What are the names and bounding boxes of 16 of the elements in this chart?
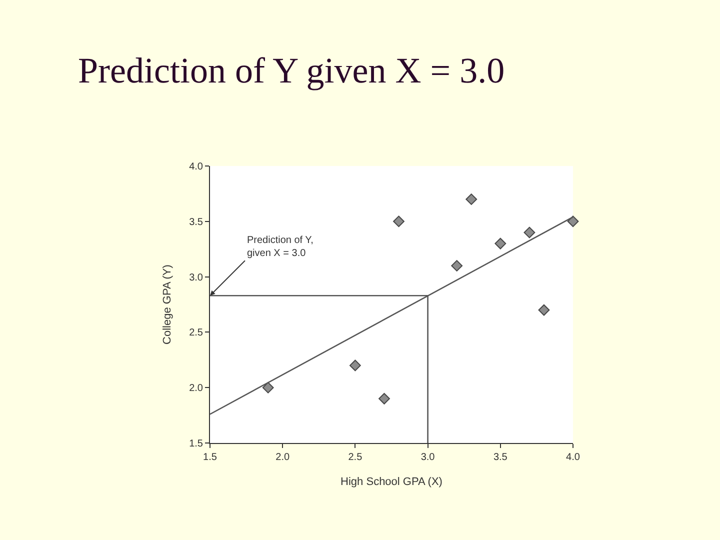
y-tick-label: 4.0	[189, 162, 204, 172]
y-tick-label: 1.5	[189, 438, 204, 450]
y-axis-title: College GPA (Y)	[162, 264, 174, 344]
x-tick-label: 2.5	[348, 452, 363, 463]
y-tick-label: 3.5	[189, 216, 204, 228]
x-tick-label: 3.0	[420, 452, 436, 463]
chart-title: Prediction of Y given X = 3.0	[78, 50, 505, 91]
x-tick-label: 3.5	[493, 452, 508, 463]
x-tick-label: 4.0	[566, 452, 580, 463]
x-tick-label: 1.5	[203, 452, 218, 463]
x-axis-title: High School GPA (X)	[340, 476, 442, 488]
annotation: Prediction of Y, given X = 3.0	[247, 235, 314, 259]
x-tick-label: 2.0	[276, 452, 290, 463]
y-tick-label: 2.5	[189, 328, 204, 339]
y-tick-label: 2.0	[189, 383, 204, 394]
y-tick-label: 3.0	[189, 272, 204, 284]
